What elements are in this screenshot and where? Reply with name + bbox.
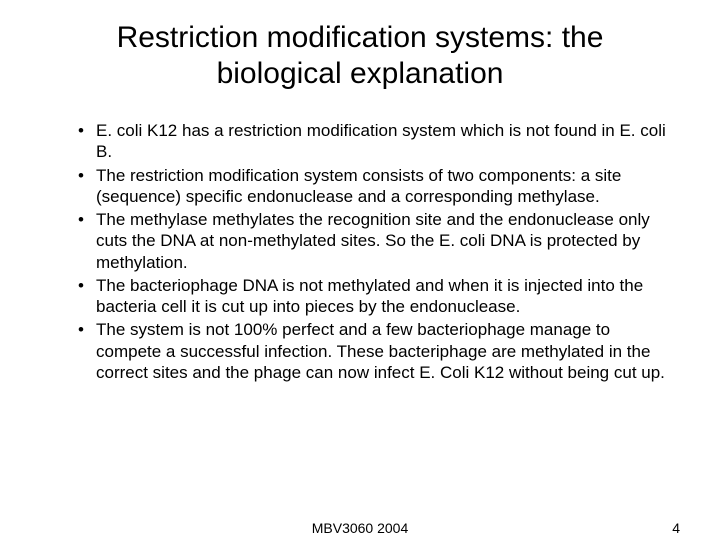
bullet-item: The system is not 100% perfect and a few… <box>78 319 670 383</box>
bullet-list: E. coli K12 has a restriction modificati… <box>50 120 670 383</box>
footer-course-label: MBV3060 2004 <box>312 520 409 536</box>
bullet-item: The methylase methylates the recognition… <box>78 209 670 273</box>
slide-container: Restriction modification systems: the bi… <box>0 0 720 540</box>
bullet-item: The bacteriophage DNA is not methylated … <box>78 275 670 318</box>
slide-title: Restriction modification systems: the bi… <box>50 20 670 92</box>
bullet-item: The restriction modification system cons… <box>78 165 670 208</box>
bullet-item: E. coli K12 has a restriction modificati… <box>78 120 670 163</box>
footer-page-number: 4 <box>672 520 680 536</box>
